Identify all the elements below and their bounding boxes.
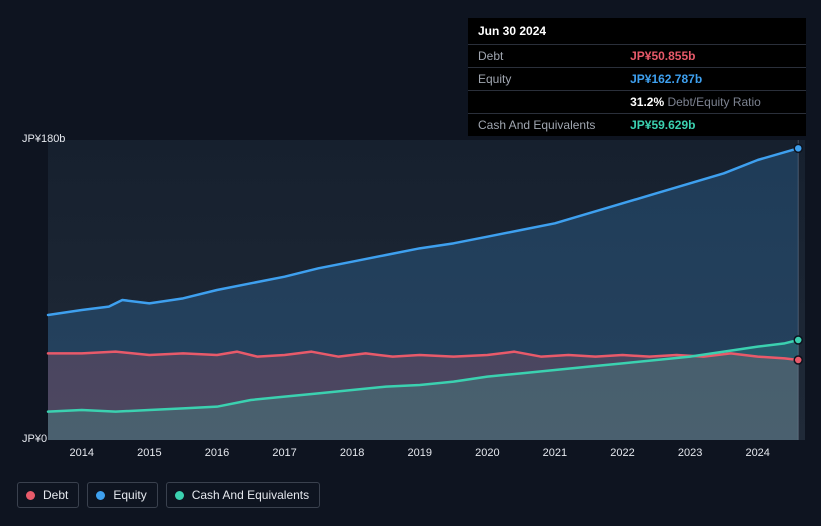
legend-swatch xyxy=(26,491,35,500)
x-axis-tick: 2021 xyxy=(543,447,567,459)
y-axis-label: JP¥0 xyxy=(22,433,47,445)
legend-item[interactable]: Cash And Equivalents xyxy=(166,482,320,508)
tooltip-label: Debt xyxy=(468,45,620,68)
tooltip-row: DebtJP¥50.855b xyxy=(468,45,806,68)
x-axis-tick: 2022 xyxy=(610,447,634,459)
x-axis-tick: 2014 xyxy=(70,447,94,459)
dashboard-root: JP¥0 JP¥180b 2014 2015 2016 2017 2018 2019 2020… xyxy=(0,0,821,526)
legend-label: Equity xyxy=(113,488,146,502)
x-axis-tick: 2024 xyxy=(745,447,769,459)
tooltip-label: Equity xyxy=(468,68,620,91)
tooltip-table: DebtJP¥50.855bEquityJP¥162.787b31.2% Deb… xyxy=(468,45,806,136)
x-axis-tick: 2017 xyxy=(272,447,296,459)
x-axis-tick: 2018 xyxy=(340,447,364,459)
tooltip-label xyxy=(468,91,620,114)
x-axis-tick: 2020 xyxy=(475,447,499,459)
tooltip-value: JP¥59.629b xyxy=(620,114,806,137)
legend-item[interactable]: Equity xyxy=(87,482,157,508)
tooltip-date: Jun 30 2024 xyxy=(468,18,806,45)
tooltip-row: 31.2% Debt/Equity Ratio xyxy=(468,91,806,114)
x-axis-tick: 2019 xyxy=(407,447,431,459)
tooltip-row: Cash And EquivalentsJP¥59.629b xyxy=(468,114,806,137)
legend-swatch xyxy=(96,491,105,500)
x-axis-tick: 2016 xyxy=(205,447,229,459)
x-axis: 2014 2015 2016 2017 2018 2019 2020 2021 2022 2023… xyxy=(48,447,805,467)
legend-swatch xyxy=(175,491,184,500)
y-axis-label: JP¥180b xyxy=(22,133,65,145)
tooltip-value: JP¥50.855b xyxy=(620,45,806,68)
tooltip-value: 31.2% Debt/Equity Ratio xyxy=(620,91,806,114)
legend-item[interactable]: Debt xyxy=(17,482,79,508)
legend-label: Cash And Equivalents xyxy=(192,488,309,502)
chart-legend: Debt Equity Cash And Equivalents xyxy=(17,482,320,508)
tooltip-row: EquityJP¥162.787b xyxy=(468,68,806,91)
x-axis-tick: 2023 xyxy=(678,447,702,459)
x-axis-tick: 2015 xyxy=(137,447,161,459)
legend-label: Debt xyxy=(43,488,68,502)
chart-tooltip: Jun 30 2024 DebtJP¥50.855bEquityJP¥162.7… xyxy=(468,18,806,136)
tooltip-value: JP¥162.787b xyxy=(620,68,806,91)
tooltip-label: Cash And Equivalents xyxy=(468,114,620,137)
